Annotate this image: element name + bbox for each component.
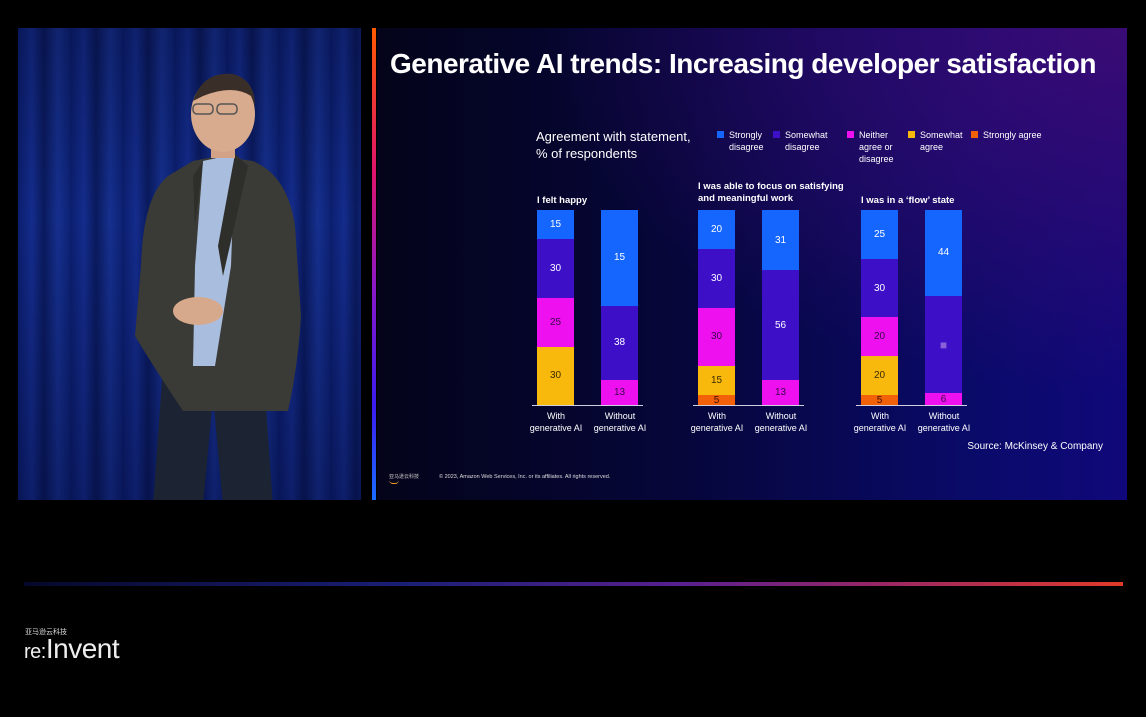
bar-segment-somewhat-disagree: 30 <box>861 258 898 318</box>
slide-accent-bar <box>372 28 376 500</box>
legend-label: Somewhat disagree <box>785 130 828 152</box>
legend-swatch <box>717 131 724 138</box>
x-axis-label: Without generative AI <box>917 411 971 433</box>
bar-segment-strongly-disagree: 25 <box>861 210 898 259</box>
group-title: I was able to focus on satisfying and me… <box>698 181 844 204</box>
bar-segment-somewhat-agree: 20 <box>861 356 898 396</box>
reinvent-logo: re:Invent <box>24 633 120 665</box>
bar-segment-somewhat-disagree: 38 <box>601 305 638 380</box>
data-label: 13 <box>613 386 626 398</box>
aws-logo: 亚马逊云科技 <box>389 473 419 484</box>
data-label: 30 <box>710 272 723 284</box>
group-title: I felt happy <box>537 195 588 206</box>
data-label: ■ <box>939 337 948 352</box>
bar-segment-neither: 30 <box>698 307 735 366</box>
data-label: 15 <box>549 219 562 231</box>
data-label: 20 <box>873 370 886 382</box>
data-label: 25 <box>873 228 886 240</box>
stacked-bar: 20 30 30 15 5 <box>698 210 735 406</box>
data-label: 13 <box>774 386 787 398</box>
stacked-bar: 44 ■ 6 <box>925 210 962 405</box>
bar-segment-somewhat-disagree: 56 <box>762 270 799 380</box>
chart-legend: Strongly disagree Somewhat disagree Neithe… <box>717 129 1050 165</box>
legend-label: Neither agree or disagree <box>859 130 894 164</box>
stacked-bar: 15 38 13 <box>601 210 638 405</box>
stacked-bar: 25 30 20 20 5 <box>861 210 898 406</box>
chart-title-text: Agreement with statement, % of responden… <box>536 129 691 161</box>
legend-swatch <box>971 131 978 138</box>
legend-item-somewhat-disagree: Somewhat disagree <box>773 129 839 165</box>
data-label: 56 <box>774 319 787 331</box>
data-label: 44 <box>937 247 950 259</box>
x-axis-label: Without generative AI <box>593 411 647 433</box>
bar-segment-somewhat-disagree: 30 <box>698 249 735 308</box>
bar-segment-strongly-disagree: 31 <box>762 210 799 271</box>
legend-item-strongly-agree: Strongly agree <box>971 129 1042 165</box>
bar-segment-strongly-agree: 5 <box>861 394 898 406</box>
gradient-divider <box>24 582 1123 586</box>
data-label: 30 <box>710 331 723 343</box>
chart-baseline <box>532 405 643 406</box>
legend-label: Strongly disagree <box>729 130 764 152</box>
presenter-video <box>18 28 361 500</box>
bar-segment-strongly-disagree: 15 <box>537 210 574 240</box>
data-label: 15 <box>710 375 723 387</box>
data-label: 38 <box>613 337 626 349</box>
bar-segment-neither: 6 <box>925 393 962 405</box>
slide-title: Generative AI trends: Increasing develop… <box>390 48 1096 79</box>
x-axis-label: With generative AI <box>529 411 583 433</box>
legend-label: Somewhat agree <box>920 130 963 152</box>
reinvent-logo-re: re: <box>24 641 46 663</box>
presentation-slide: Generative AI trends: Increasing develop… <box>377 28 1127 500</box>
data-label: 20 <box>873 331 886 343</box>
brand-chinese-text: 亚马逊云科技 <box>25 629 67 636</box>
bar-segment-neither: 20 <box>861 317 898 357</box>
bar-segment-strongly-disagree: 20 <box>698 210 735 249</box>
stacked-bar: 15 30 25 30 <box>537 210 574 405</box>
data-label: 31 <box>774 234 787 246</box>
bar-segment-strongly-disagree: 15 <box>601 210 638 306</box>
legend-item-somewhat-agree: Somewhat agree <box>908 129 963 165</box>
data-label: 25 <box>549 316 562 328</box>
reinvent-logo-invent: Invent <box>45 633 120 664</box>
data-label: 15 <box>613 252 626 264</box>
bar-segment-somewhat-disagree: 30 <box>537 239 574 298</box>
x-axis-label: With generative AI <box>690 411 744 433</box>
chart-baseline <box>856 405 967 406</box>
chart-title: Agreement with statement, % of responden… <box>536 128 701 162</box>
x-axis-label: With generative AI <box>853 411 907 433</box>
data-label: 5 <box>713 394 720 406</box>
bar-segment-strongly-disagree: 44 <box>925 210 962 296</box>
legend-swatch <box>773 131 780 138</box>
bar-segment-strongly-agree: 5 <box>698 394 735 406</box>
legend-item-neither: Neither agree or disagree <box>847 129 900 165</box>
bar-segment-neither: 13 <box>762 379 799 405</box>
stacked-bar: 31 56 13 <box>762 210 799 405</box>
legend-swatch <box>908 131 915 138</box>
aws-smile-icon <box>389 480 399 484</box>
presenter-figure <box>135 73 301 500</box>
data-label: 5 <box>876 394 883 406</box>
data-label: 30 <box>873 282 886 294</box>
group-title: I was in a ‘flow’ state <box>861 195 955 206</box>
legend-swatch <box>847 131 854 138</box>
bar-segment-somewhat-agree: 15 <box>698 366 735 396</box>
bar-segment-somewhat-agree: 30 <box>537 346 574 405</box>
x-axis-label: Without generative AI <box>754 411 808 433</box>
data-label: 30 <box>549 263 562 274</box>
bar-segment-neither: 25 <box>537 297 574 347</box>
bar-segment-somewhat-disagree: ■ <box>925 295 962 394</box>
copyright-notice: © 2023, Amazon Web Services, Inc. or its… <box>439 474 611 480</box>
source-citation: Source: McKinsey & Company <box>967 441 1103 452</box>
bar-segment-neither: 13 <box>601 379 638 405</box>
legend-item-strongly-disagree: Strongly disagree <box>717 129 765 165</box>
legend-label: Strongly agree <box>983 130 1042 140</box>
data-label: 6 <box>940 393 947 405</box>
aws-logo-text: 亚马逊云科技 <box>389 474 420 480</box>
chart-baseline <box>693 405 804 406</box>
data-label: 20 <box>710 224 723 235</box>
data-label: 30 <box>549 370 562 382</box>
